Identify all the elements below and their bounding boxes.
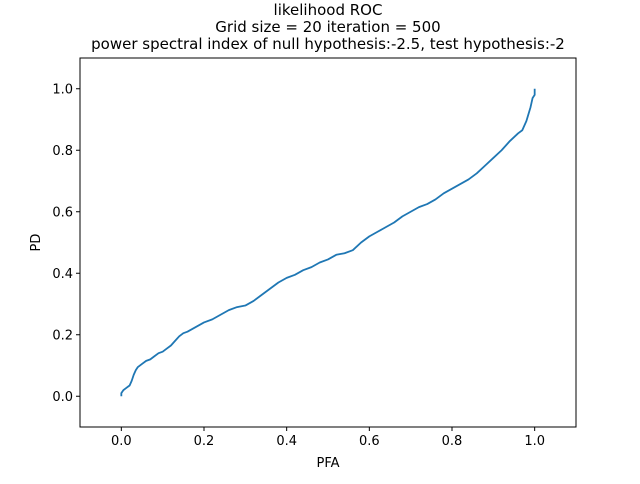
plot-frame	[79, 57, 577, 428]
x-tick-label: 1.0	[524, 434, 545, 449]
y-axis-label: PD	[29, 234, 44, 252]
y-tick-label: 0.6	[52, 205, 73, 220]
x-tick-label: 0.2	[194, 434, 215, 449]
x-axis-ticks: 0.0 0.2 0.4 0.6 0.8 1.0	[111, 427, 545, 449]
x-tick-label: 0.6	[359, 434, 380, 449]
y-tick-label: 0.2	[52, 328, 73, 343]
y-tick-label: 1.0	[52, 82, 73, 97]
x-tick-label: 0.4	[276, 434, 297, 449]
chart-title-line-2: Grid size = 20 iteration = 500	[215, 18, 440, 36]
chart-title-line-3: power spectral index of null hypothesis:…	[91, 35, 565, 53]
y-tick-label: 0.0	[52, 390, 73, 405]
y-axis-ticks: 0.0 0.2 0.4 0.6 0.8 1.0	[52, 82, 80, 405]
x-tick-label: 0.8	[442, 434, 463, 449]
y-tick-label: 0.4	[52, 267, 73, 282]
roc-series-line	[120, 88, 536, 397]
x-axis-label: PFA	[316, 456, 339, 471]
y-tick-label: 0.8	[52, 144, 73, 159]
chart-title-line-1: likelihood ROC	[274, 1, 383, 19]
x-tick-label: 0.0	[111, 434, 132, 449]
